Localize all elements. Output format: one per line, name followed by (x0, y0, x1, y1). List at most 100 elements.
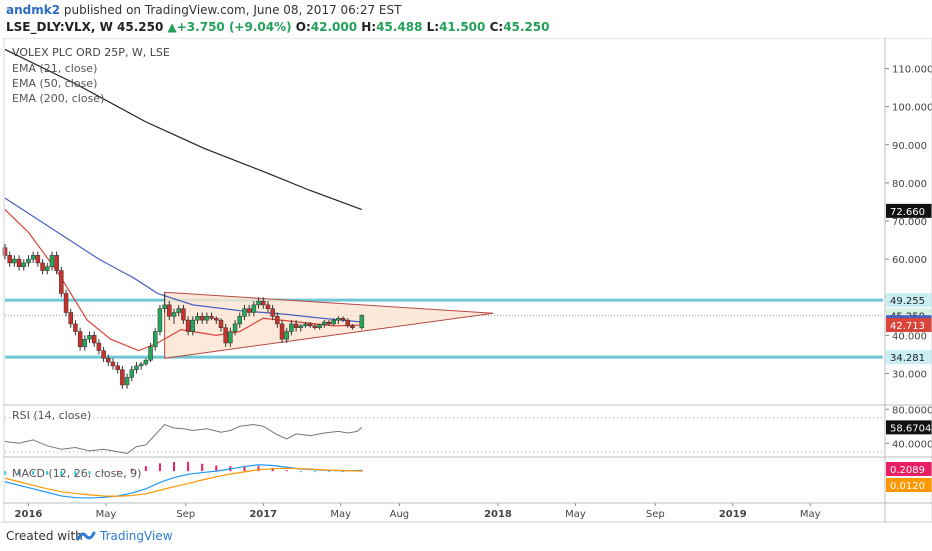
candle-body[interactable] (293, 323, 299, 328)
candle-body[interactable] (2, 247, 8, 256)
candle-body[interactable] (35, 255, 41, 264)
tradingview-brand[interactable]: TradingView (100, 529, 173, 543)
macd-histogram-bar[interactable] (116, 470, 119, 472)
price-pane[interactable]: 110.000100.00090.00080.00070.00060.00050… (2, 46, 932, 389)
candle-body[interactable] (68, 312, 73, 325)
macd-histogram-bar[interactable] (271, 467, 274, 472)
macd-histogram-bar[interactable] (327, 471, 330, 473)
candle-body[interactable] (63, 293, 69, 313)
macd-signal-line[interactable] (4, 467, 362, 497)
candle-body[interactable] (152, 331, 158, 348)
macd-histogram-bar[interactable] (74, 471, 77, 476)
candle-body[interactable] (176, 308, 181, 313)
candle-body[interactable] (303, 323, 308, 327)
macd-histogram-bar[interactable] (46, 471, 49, 475)
candle-body[interactable] (298, 325, 304, 328)
candle-body[interactable] (214, 317, 219, 321)
ema50-line[interactable] (4, 197, 362, 323)
candle-body[interactable] (77, 331, 83, 348)
candle-body[interactable] (45, 266, 50, 271)
chart-area[interactable]: 110.000100.00090.00080.00070.00060.00050… (0, 38, 932, 522)
candle-body[interactable] (162, 304, 167, 309)
candle-body[interactable] (171, 312, 177, 317)
macd-histogram-bar[interactable] (299, 471, 302, 473)
candle-body[interactable] (82, 338, 88, 348)
candle-body[interactable] (228, 331, 233, 344)
candle-body[interactable] (260, 300, 266, 306)
candle-body[interactable] (30, 255, 36, 260)
candle-body[interactable] (148, 346, 153, 361)
candle-body[interactable] (218, 319, 224, 328)
candle-body[interactable] (96, 342, 102, 351)
candle-body[interactable] (7, 255, 12, 264)
macd-histogram-bar[interactable] (60, 471, 63, 476)
author-link[interactable]: andmk2 (6, 3, 61, 17)
candle-body[interactable] (246, 308, 252, 313)
candle-body[interactable] (167, 304, 172, 317)
candle-body[interactable] (101, 350, 106, 359)
rsi-line[interactable] (4, 423, 363, 454)
candle-body[interactable] (340, 317, 346, 321)
macd-histogram-bar[interactable] (32, 471, 35, 475)
candle-body[interactable] (326, 321, 332, 325)
candle-body[interactable] (275, 316, 280, 325)
candle-body[interactable] (110, 361, 116, 367)
candle-body[interactable] (12, 258, 17, 264)
macd-histogram-bar[interactable] (257, 466, 260, 472)
macd-histogram-bar[interactable] (130, 468, 133, 472)
macd-histogram-bar[interactable] (342, 471, 345, 473)
macd-pane[interactable]: 0.2089 0.0120 MACD (12, 26, close, 9) (4, 461, 932, 499)
candle-body[interactable] (265, 304, 271, 309)
candle-body[interactable] (237, 316, 243, 325)
candle-body[interactable] (232, 323, 238, 332)
candle-body[interactable] (251, 304, 257, 313)
candle-body[interactable] (120, 369, 125, 386)
candle-body[interactable] (312, 325, 318, 328)
candle-body[interactable] (157, 308, 163, 332)
candle-body[interactable] (322, 321, 327, 325)
candle-body[interactable] (115, 365, 120, 370)
macd-histogram-bar[interactable] (102, 471, 105, 473)
candle-body[interactable] (270, 308, 275, 317)
candle-body[interactable] (138, 363, 144, 367)
candle-body[interactable] (359, 315, 365, 328)
candle-body[interactable] (345, 319, 350, 327)
candle-body[interactable] (331, 319, 336, 325)
candle-body[interactable] (21, 262, 27, 267)
candle-body[interactable] (185, 319, 191, 332)
candle-body[interactable] (284, 331, 289, 340)
candle-body[interactable] (195, 316, 200, 321)
candle-body[interactable] (143, 359, 149, 365)
macd-histogram-bar[interactable] (313, 471, 316, 473)
candle-body[interactable] (204, 316, 210, 321)
candle-body[interactable] (209, 316, 214, 319)
candle-body[interactable] (54, 255, 59, 271)
candle-body[interactable] (307, 323, 313, 327)
candle-body[interactable] (26, 258, 31, 264)
candle-body[interactable] (256, 300, 261, 306)
candle-body[interactable] (16, 258, 22, 267)
candle-body[interactable] (223, 327, 228, 344)
candle-body[interactable] (59, 270, 64, 294)
macd-histogram-bar[interactable] (215, 465, 218, 472)
candle-body[interactable] (350, 325, 355, 328)
time-axis[interactable]: 2016 May Sep 2017 May Aug 2018 May Sep 2019 May (15, 503, 821, 520)
candle-body[interactable] (317, 324, 322, 329)
macd-histogram-bar[interactable] (173, 461, 176, 472)
candle-body[interactable] (91, 335, 97, 344)
candle-body[interactable] (129, 369, 135, 378)
candle-body[interactable] (181, 308, 186, 321)
macd-histogram-bar[interactable] (18, 471, 21, 475)
ema200-line[interactable] (4, 48, 363, 211)
macd-histogram-bar[interactable] (88, 471, 91, 475)
macd-histogram-bar[interactable] (243, 465, 246, 472)
candle-body[interactable] (199, 316, 205, 321)
candle-body[interactable] (289, 323, 294, 332)
candle-body[interactable] (40, 262, 45, 271)
candle-body[interactable] (134, 365, 139, 370)
candle-body[interactable] (242, 308, 247, 317)
candle-body[interactable] (87, 335, 92, 340)
candle-body[interactable] (49, 255, 55, 267)
candle-body[interactable] (124, 377, 130, 386)
macd-histogram-bar[interactable] (187, 461, 190, 472)
